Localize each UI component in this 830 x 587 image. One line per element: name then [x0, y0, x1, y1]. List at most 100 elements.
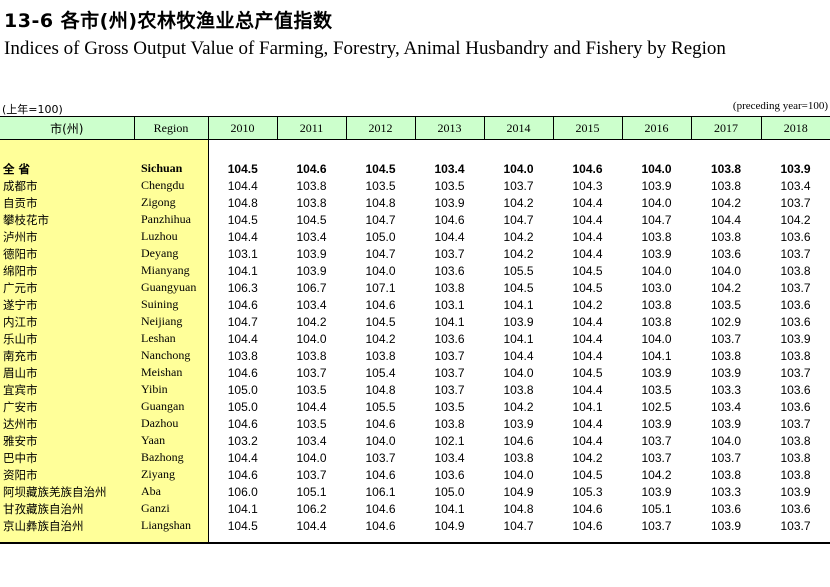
header-region-cn: 市(州) — [0, 116, 134, 140]
table-row: 遂宁市 Suining 104.6 103.4 104.6 103.1 104.1 104.2… — [0, 296, 830, 313]
table-row: 泸州市 Luzhou 104.4 103.4 105.0 104.4 104.2 104.4 1… — [0, 228, 830, 245]
index-value: 103.8 — [780, 348, 811, 363]
index-value: 104.0 — [503, 161, 534, 176]
index-value: 103.0 — [641, 280, 672, 295]
index-value: 103.9 — [780, 484, 811, 499]
index-value: 103.7 — [434, 382, 465, 397]
spacer-row — [0, 139, 830, 160]
header-year: 2014 — [483, 116, 553, 140]
index-value: 105.0 — [365, 229, 396, 244]
index-value: 103.6 — [434, 263, 465, 278]
index-value: 104.0 — [641, 263, 672, 278]
index-value: 103.8 — [710, 178, 742, 193]
index-value: 104.6 — [296, 161, 327, 176]
index-value: 107.1 — [365, 280, 396, 295]
index-value: 104.9 — [434, 518, 465, 533]
index-value: 104.0 — [296, 450, 327, 465]
header-year: 2010 — [207, 116, 277, 140]
index-value: 103.6 — [434, 331, 465, 346]
region-name-en: Leshan — [134, 330, 209, 347]
index-value: 104.0 — [710, 433, 742, 448]
region-name-cn: 泸州市 — [0, 228, 134, 245]
table-row: 内江市 Neijiang 104.7 104.2 104.5 104.1 103.9 104.… — [0, 313, 830, 330]
header-year: 2013 — [414, 116, 484, 140]
index-value: 103.8 — [710, 229, 742, 244]
region-name-en: Nanchong — [134, 347, 209, 364]
index-value: 104.4 — [572, 348, 603, 363]
index-value: 103.4 — [296, 229, 327, 244]
region-name-cn: 成都市 — [0, 177, 134, 194]
index-value: 105.0 — [227, 382, 258, 397]
index-value: 104.4 — [434, 229, 465, 244]
index-value: 104.6 — [227, 416, 258, 431]
index-value: 104.6 — [227, 467, 258, 482]
index-value: 105.0 — [227, 399, 258, 414]
region-name-en: Sichuan — [134, 160, 209, 177]
index-value: 104.8 — [503, 501, 534, 516]
index-value: 103.6 — [780, 297, 811, 312]
index-value: 103.5 — [365, 178, 396, 193]
index-value: 103.7 — [296, 365, 327, 380]
index-value: 103.9 — [780, 161, 811, 176]
index-value: 103.8 — [780, 450, 811, 465]
region-name-en: Guangyuan — [134, 279, 209, 296]
index-value: 104.4 — [227, 178, 258, 193]
index-value: 106.0 — [227, 484, 258, 499]
index-value: 104.4 — [572, 382, 603, 397]
index-value: 103.9 — [296, 263, 327, 278]
index-value: 103.4 — [434, 161, 465, 176]
region-name-cn: 阿坝藏族羌族自治州 — [0, 483, 134, 500]
index-value: 104.2 — [503, 246, 534, 261]
region-name-cn: 达州市 — [0, 415, 134, 432]
index-value: 104.2 — [710, 280, 742, 295]
region-name-cn: 攀枝花市 — [0, 211, 134, 228]
index-value: 103.7 — [780, 246, 811, 261]
index-value: 103.8 — [503, 450, 534, 465]
table-title-en: Indices of Gross Output Value of Farming… — [4, 38, 726, 59]
region-name-cn: 广元市 — [0, 279, 134, 296]
region-name-cn: 全 省 — [0, 160, 134, 177]
index-value: 105.3 — [572, 484, 603, 499]
index-value: 103.9 — [641, 416, 672, 431]
region-name-cn: 京山彝族自治州 — [0, 517, 134, 534]
index-value: 103.6 — [780, 501, 811, 516]
index-value: 104.4 — [710, 212, 742, 227]
index-value: 104.1 — [227, 501, 258, 516]
index-value: 103.5 — [296, 416, 327, 431]
index-value: 104.9 — [503, 484, 534, 499]
table-row: 绵阳市 Mianyang 104.1 103.9 104.0 103.6 105.5 104.… — [0, 262, 830, 279]
table-title-cn: 13-6 各市(州)农林牧渔业总产值指数 — [4, 10, 333, 32]
region-name-cn: 绵阳市 — [0, 262, 134, 279]
header-year: 2016 — [621, 116, 691, 140]
header-year: 2018 — [760, 116, 830, 140]
index-value: 104.4 — [296, 518, 327, 533]
index-value: 103.7 — [780, 518, 811, 533]
index-value: 103.9 — [296, 246, 327, 261]
index-value: 104.6 — [365, 297, 396, 312]
index-value: 103.7 — [780, 280, 811, 295]
table-row: 攀枝花市 Panzhihua 104.5 104.5 104.7 104.6 104.7 10… — [0, 211, 830, 228]
index-value: 104.0 — [365, 433, 396, 448]
index-value: 104.7 — [503, 212, 534, 227]
index-value: 103.9 — [710, 416, 742, 431]
region-name-en: Bazhong — [134, 449, 209, 466]
index-value: 104.0 — [503, 365, 534, 380]
index-value: 104.1 — [227, 263, 258, 278]
index-value: 103.8 — [227, 348, 258, 363]
index-value: 103.2 — [227, 433, 258, 448]
index-value: 105.0 — [434, 484, 465, 499]
index-value: 104.4 — [572, 314, 603, 329]
index-value: 103.6 — [780, 382, 811, 397]
index-value: 103.8 — [710, 161, 742, 176]
region-name-cn: 乐山市 — [0, 330, 134, 347]
index-value: 103.9 — [503, 314, 534, 329]
index-value: 102.5 — [641, 399, 672, 414]
region-name-cn: 自贡市 — [0, 194, 134, 211]
index-value: 104.4 — [503, 348, 534, 363]
index-value: 102.1 — [434, 433, 465, 448]
index-value: 104.7 — [641, 212, 672, 227]
index-value: 104.5 — [365, 314, 396, 329]
index-value: 104.0 — [710, 263, 742, 278]
index-value: 103.9 — [780, 331, 811, 346]
index-value: 103.6 — [710, 501, 742, 516]
